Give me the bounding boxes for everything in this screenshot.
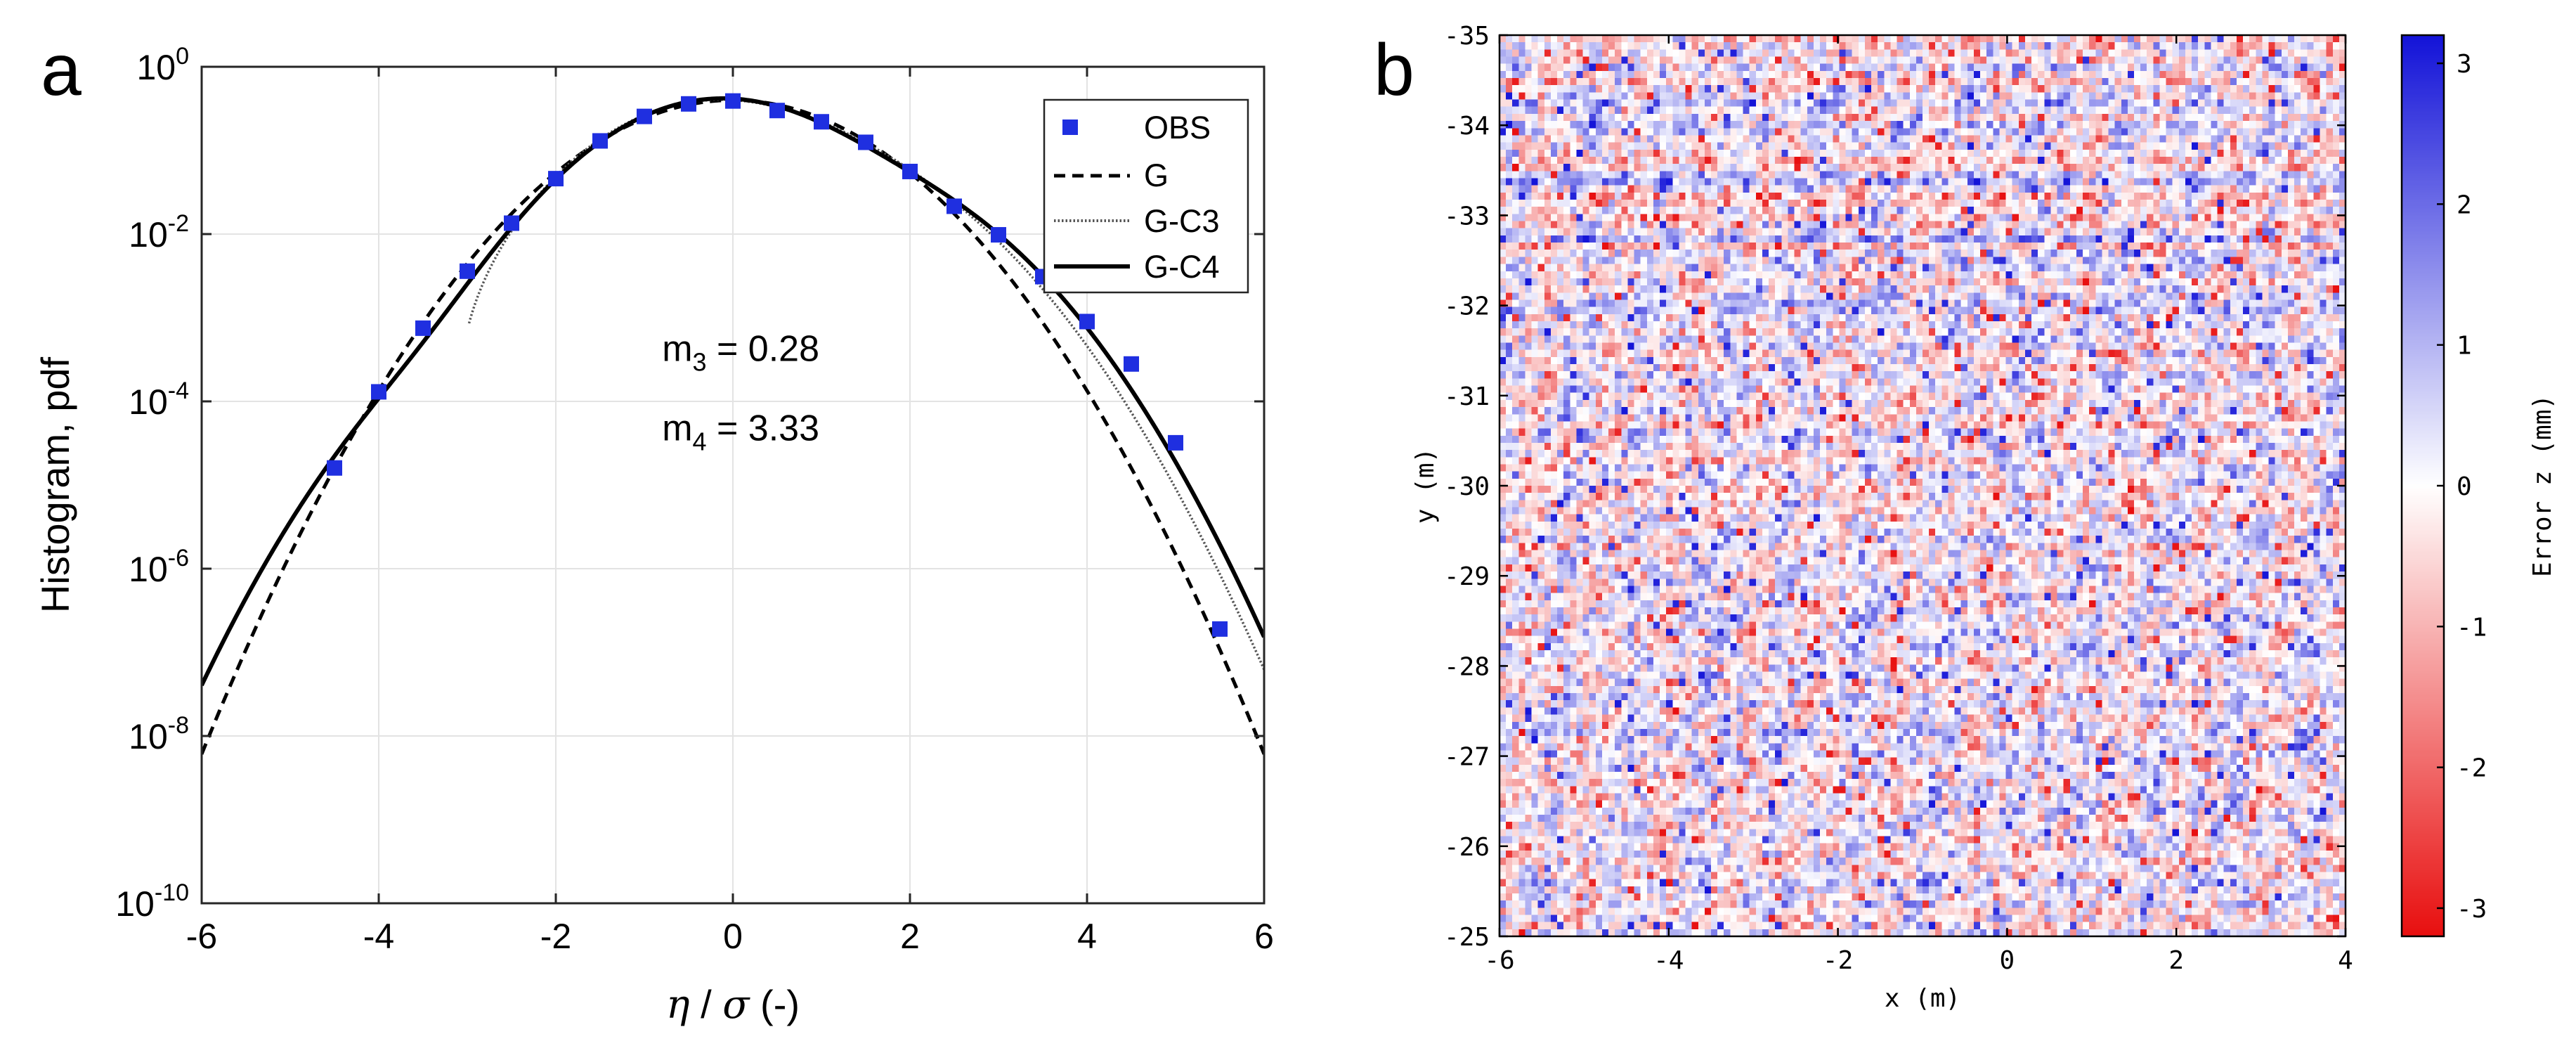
obs-point xyxy=(991,227,1006,243)
annotation-m4: m4 = 3.33 xyxy=(662,408,819,456)
legend-box xyxy=(1043,98,1249,294)
obs-point xyxy=(371,384,386,400)
heatmap-image xyxy=(1500,35,2346,936)
cbar-tick-label-0: 3 xyxy=(2457,50,2472,79)
obs-point xyxy=(725,93,741,109)
cbar-tick-label-2: 1 xyxy=(2457,332,2472,361)
legend-obs-marker xyxy=(1062,119,1078,135)
ytick-label-5: 10-10 xyxy=(115,879,189,924)
ytick-label-0: 100 xyxy=(136,43,189,87)
panel-a-annotations: m3 = 0.28 m4 = 3.33 xyxy=(662,329,819,456)
obs-point xyxy=(327,460,342,476)
xtick-label-4: 2 xyxy=(900,917,920,956)
legend-gc4-label: G-C4 xyxy=(1144,249,1220,285)
panel-a-ylabel: Histogram, pdf xyxy=(33,356,77,613)
b-ytick-label-2: -33 xyxy=(1444,202,1490,231)
ytick-label-2: 10-4 xyxy=(129,377,189,422)
legend-gc3-label: G-C3 xyxy=(1144,203,1220,239)
cbar-tick-label-6: -3 xyxy=(2457,895,2487,924)
panel-a-xlabel: η / σ (-) xyxy=(666,982,800,1028)
obs-point xyxy=(415,320,431,336)
xtick-label-6: 6 xyxy=(1254,917,1274,956)
b-ytick-label-5: -30 xyxy=(1444,472,1490,501)
obs-point xyxy=(504,215,519,231)
colorbar: 3 2 1 0 -1 -2 -3 Error z (mm) xyxy=(2400,34,2557,938)
xlabel-unit: (-) xyxy=(749,982,800,1026)
colorbar-ticks: 3 2 1 0 -1 -2 -3 xyxy=(2437,50,2487,924)
obs-point xyxy=(1079,314,1095,330)
b-ytick-label-1: -34 xyxy=(1444,112,1490,141)
xtick-label-1: -4 xyxy=(363,917,394,956)
panel-b-chart: b -6 -4 -2 0 2 4-35-34-33-32-31-30-29-28-27-2… xyxy=(1374,22,2557,1013)
obs-point xyxy=(592,133,608,149)
obs-point xyxy=(858,134,873,150)
panel-a-chart: a -6 -4 -2 0 2 4 6 100 10-2 10-4 10-6 10-8 10-10 m3 … xyxy=(33,30,1274,1028)
ytick-label-4: 10-8 xyxy=(129,712,189,756)
panel-b-ticks: -6 -4 -2 0 2 4 -35 -34 -33 -32 -31 -30 -29 -28 -27 -26 -… xyxy=(1444,22,2353,975)
b-ytick-label-9: -26 xyxy=(1444,833,1490,862)
obs-point xyxy=(637,108,652,124)
obs-point xyxy=(1168,434,1183,451)
ytick-label-1: 10-2 xyxy=(129,210,189,254)
obs-point xyxy=(1212,621,1228,637)
obs-point xyxy=(460,263,475,279)
panel-a-label: a xyxy=(41,30,82,111)
b-xtick-label-5: 4 xyxy=(2338,946,2353,975)
panel-a-ticks: -6 -4 -2 0 2 4 6 100 10-2 10-4 10-6 10-8 10-10 xyxy=(115,43,1274,956)
panel-a-obs-markers xyxy=(327,93,1228,637)
xlabel-sep: / xyxy=(690,982,723,1026)
b-ytick-label-7: -28 xyxy=(1444,652,1490,681)
xtick-label-3: 0 xyxy=(723,917,743,956)
obs-point xyxy=(902,163,918,179)
panel-b-ylabel: y (m) xyxy=(1411,448,1440,524)
cbar-tick-label-1: 2 xyxy=(2457,190,2472,219)
obs-point xyxy=(681,96,696,112)
b-xtick-label-0: -6 xyxy=(1484,946,1514,975)
obs-point xyxy=(814,114,829,130)
panel-a-legend: OBS G G-C3 G-C4 xyxy=(1043,98,1249,294)
ytick-label-3: 10-6 xyxy=(129,545,189,589)
b-ytick-label-10: -25 xyxy=(1444,923,1490,952)
panel-b-label: b xyxy=(1374,30,1414,111)
xlabel-sigma: σ xyxy=(722,982,750,1028)
b-ytick-label-6: -29 xyxy=(1444,562,1490,591)
b-xtick-label-1: -4 xyxy=(1653,946,1684,975)
b-xtick-label-2: -2 xyxy=(1823,946,1853,975)
cbar-tick-label-4: -1 xyxy=(2457,613,2487,642)
legend-g-label: G xyxy=(1144,157,1169,193)
obs-point xyxy=(769,103,785,119)
xlabel-eta: η xyxy=(666,982,690,1028)
b-ytick-label-4: -31 xyxy=(1444,382,1490,411)
annotation-m3: m3 = 0.28 xyxy=(662,329,819,377)
xtick-label-2: -2 xyxy=(540,917,571,956)
xtick-label-5: 4 xyxy=(1077,917,1097,956)
obs-point xyxy=(548,171,564,187)
colorbar-label: Error z (mm) xyxy=(2528,394,2557,577)
obs-point xyxy=(947,198,962,214)
b-ytick-label-0: -35 xyxy=(1444,22,1490,51)
xtick-label-0: -6 xyxy=(186,917,217,956)
b-xtick-label-3: 0 xyxy=(2000,946,2015,975)
b-ytick-label-8: -27 xyxy=(1444,743,1490,772)
b-xtick-label-4: 2 xyxy=(2168,946,2184,975)
cbar-tick-label-3: 0 xyxy=(2457,472,2472,501)
b-ytick-label-3: -32 xyxy=(1444,292,1490,321)
legend-obs-label: OBS xyxy=(1144,110,1211,146)
obs-point xyxy=(1124,356,1139,372)
cbar-tick-label-5: -2 xyxy=(2457,754,2487,783)
panel-b-xlabel: x (m) xyxy=(1885,984,1960,1013)
